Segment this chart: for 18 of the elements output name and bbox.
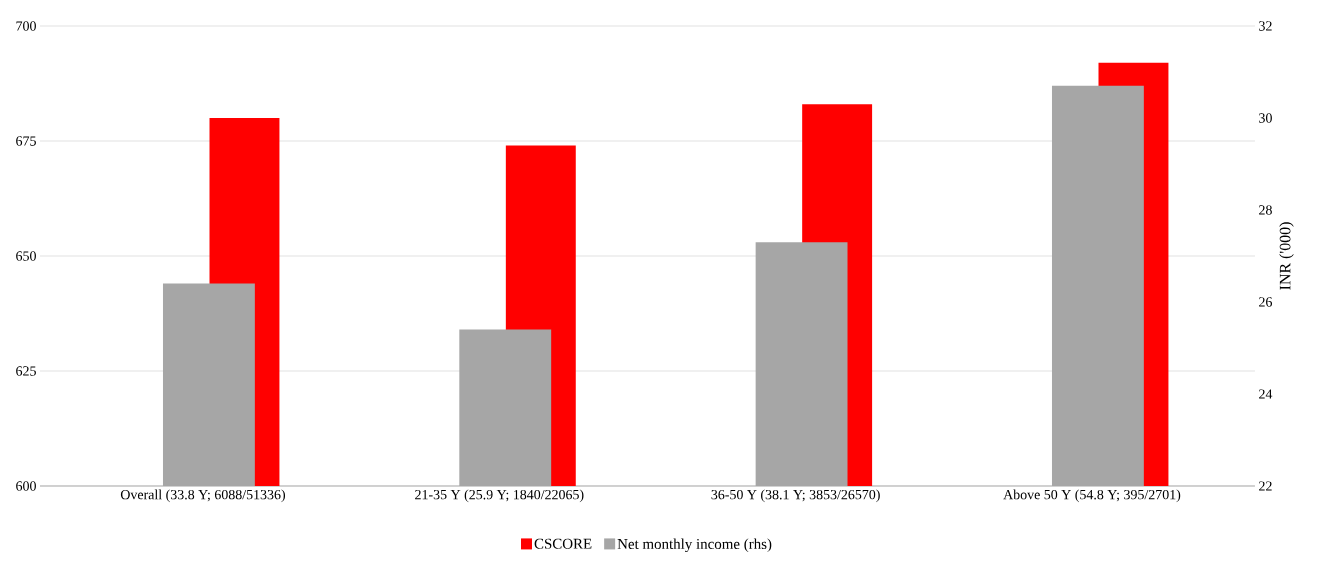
legend-label: CSCORE [534,538,592,549]
x-tick-label: 21-35 Y (25.9 Y; 1840/22065) [415,489,584,503]
y2-axis-title: INR ('000) [1279,222,1294,290]
y2-tick-label: 30 [1259,113,1272,123]
y-tick-label: 625 [16,366,36,376]
y2-tick-label: 26 [1259,297,1273,307]
legend-label: Net monthly income (rhs) [617,538,772,553]
y2-tick-label: 24 [1259,389,1273,399]
y2-tick-label: 32 [1259,21,1272,31]
y2-tick-label: 28 [1259,205,1272,215]
y-tick-label: 675 [16,136,36,146]
y-tick-label: 600 [16,481,36,491]
x-tick-label: Above 50 Y (54.8 Y; 395/2701) [1003,489,1181,503]
x-tick-label: Overall (33.8 Y; 6088/51336) [120,489,286,503]
y2-tick-label: 22 [1259,481,1272,491]
y-tick-label: 700 [16,21,36,31]
x-tick-label: 36-50 Y (38.1 Y; 3853/26570) [711,489,880,503]
y-tick-label: 650 [16,251,36,261]
